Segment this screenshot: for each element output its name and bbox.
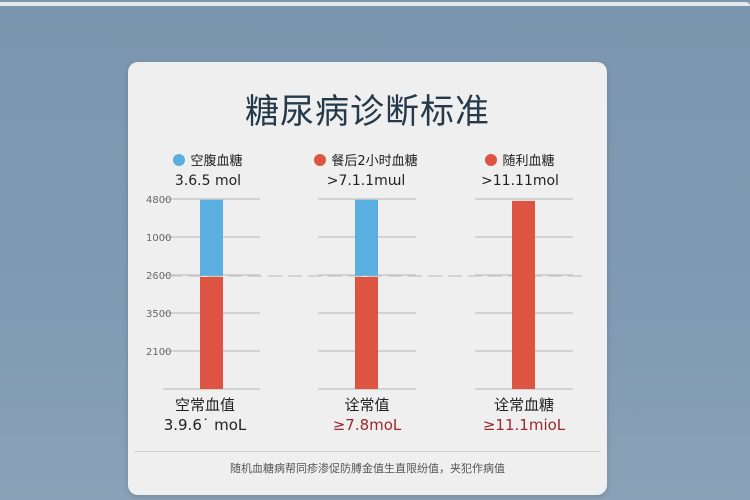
bar-segment <box>355 199 378 276</box>
footnote: 随机血糖病帮同疹渗促防膊金值生直限纷值，夹犯作病值 <box>230 462 505 475</box>
y-tick-label: 4800 <box>146 195 171 206</box>
legend-value: >11.11mol <box>481 173 559 189</box>
legend-label: 空腹血糖 <box>190 154 243 169</box>
bar-segment <box>200 199 223 276</box>
legend-label: 餐后2小时血糖 <box>331 154 418 169</box>
legend-dot <box>314 153 327 166</box>
category-value: ≥11.1mioL <box>482 416 566 434</box>
category-name: 诠常值 <box>344 396 390 414</box>
legend-value: 3.6.5 mol <box>174 173 242 189</box>
category-label: 诠常值 ≥7.8moL <box>287 394 447 434</box>
window-top-edge <box>0 2 750 6</box>
category-name: 诠常血糖 <box>493 396 554 414</box>
legend-dot <box>485 153 498 166</box>
category-name: 空常血值 <box>174 396 235 414</box>
page-title: 糖尿病诊断标准 <box>245 92 490 132</box>
category-value: ≥7.8moL <box>332 416 402 434</box>
legend-dot <box>173 153 186 166</box>
divider <box>134 451 601 452</box>
category-label: 空常血值 3.9.6˙ moL <box>125 394 285 434</box>
legend-item: 空腹血糖 3.6.5 mol <box>128 150 288 189</box>
y-tick-label: 3500 <box>146 309 171 320</box>
y-tick-label: 2100 <box>146 347 171 358</box>
legend-label: 随利血糖 <box>502 154 555 169</box>
bar-segment <box>512 200 535 389</box>
legend-value: >7.1.1mɯl <box>326 173 406 189</box>
category-label: 诠常血糖 ≥11.1mioL <box>444 394 604 434</box>
infographic-card: 糖尿病诊断标准 空腹血糖 3.6.5 mol 餐后2小时血糖 >7.1.1mɯl… <box>128 62 607 495</box>
legend-item: 餐后2小时血糖 >7.1.1mɯl <box>286 150 446 189</box>
bar-segment <box>355 276 378 389</box>
bar-segment <box>200 276 223 389</box>
legend-item: 随利血糖 >11.11mol <box>440 150 600 189</box>
category-value: 3.9.6˙ moL <box>163 416 247 434</box>
y-tick-label: 1000 <box>146 233 171 244</box>
